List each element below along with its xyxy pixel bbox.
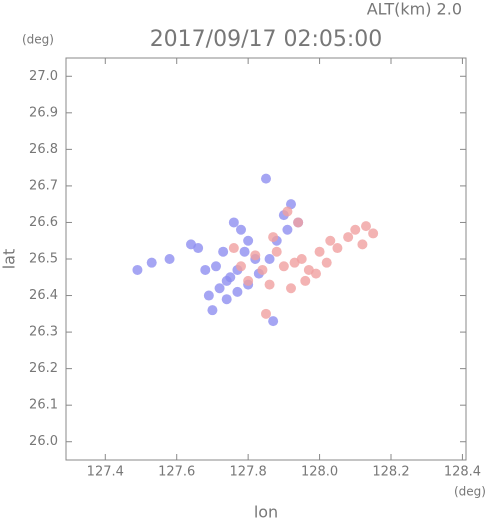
echo-point [211,261,221,272]
x-unit: (deg) [454,485,486,499]
x-tick-label: 128.0 [301,465,338,480]
echo-point [193,243,204,254]
echo-point [300,275,311,286]
echo-point [361,221,371,232]
y-tick-label: 26.6 [29,215,58,230]
echo-point [343,232,354,243]
x-axis-label: lon [254,503,278,521]
echo-point [278,261,289,272]
y-tick-label: 26.4 [29,288,58,303]
echo-point [228,243,239,254]
x-tick-label: 128.4 [444,465,481,480]
y-tick-label: 26.0 [29,434,58,449]
echo-point [261,308,271,319]
x-tick-label: 128.2 [372,465,409,480]
echo-point [243,235,254,246]
y-tick-label: 26.8 [29,142,58,157]
echo-point [221,275,232,286]
altitude-label: ALT(km) 2.0 [367,0,462,19]
y-tick-label: 26.3 [29,325,58,340]
y-tick-label: 26.2 [29,361,58,376]
echo-point [221,294,232,305]
echo-point [207,305,218,316]
echo-point [311,268,321,279]
echo-point [239,246,250,257]
echo-point [368,228,379,239]
x-tick-label: 127.4 [87,465,124,480]
chart-title: 2017/09/17 02:05:00 [150,27,383,52]
echo-point [325,235,336,246]
echo-point [271,246,282,257]
echo-point [282,206,293,217]
echo-point [132,264,143,275]
echo-point [236,224,246,235]
y-tick-label: 26.9 [29,105,58,120]
echo-point [164,254,175,264]
y-axis-label: lat [0,249,19,270]
echo-point [282,224,293,235]
echo-point [218,246,229,257]
echo-point [257,264,268,275]
echo-point [200,264,211,275]
echo-point [250,250,261,261]
echo-point [293,217,304,228]
echo-point [296,254,307,264]
echo-point [286,283,296,294]
y-tick-label: 26.1 [29,398,58,413]
echo-point [332,243,343,254]
echo-point [350,224,361,235]
x-tick-label: 127.6 [158,465,195,480]
y-tick-label: 26.7 [29,178,58,193]
echo-point [261,173,271,184]
echo-point [203,290,214,301]
y-unit: (deg) [22,33,54,47]
echo-point [228,217,239,228]
echo-point [357,239,368,250]
echo-point [264,254,275,264]
echo-point [214,283,225,294]
y-tick-label: 26.5 [29,252,58,267]
x-tick-label: 127.8 [230,465,267,480]
echo-point [268,232,279,243]
echo-point [268,316,279,327]
echo-point [321,257,332,268]
echo-point [236,261,246,272]
echo-point [146,257,157,268]
echo-point [314,246,325,257]
echo-point [264,279,275,290]
echo-point [243,275,254,286]
y-tick-label: 27.0 [29,69,58,84]
echo-point [232,286,243,297]
